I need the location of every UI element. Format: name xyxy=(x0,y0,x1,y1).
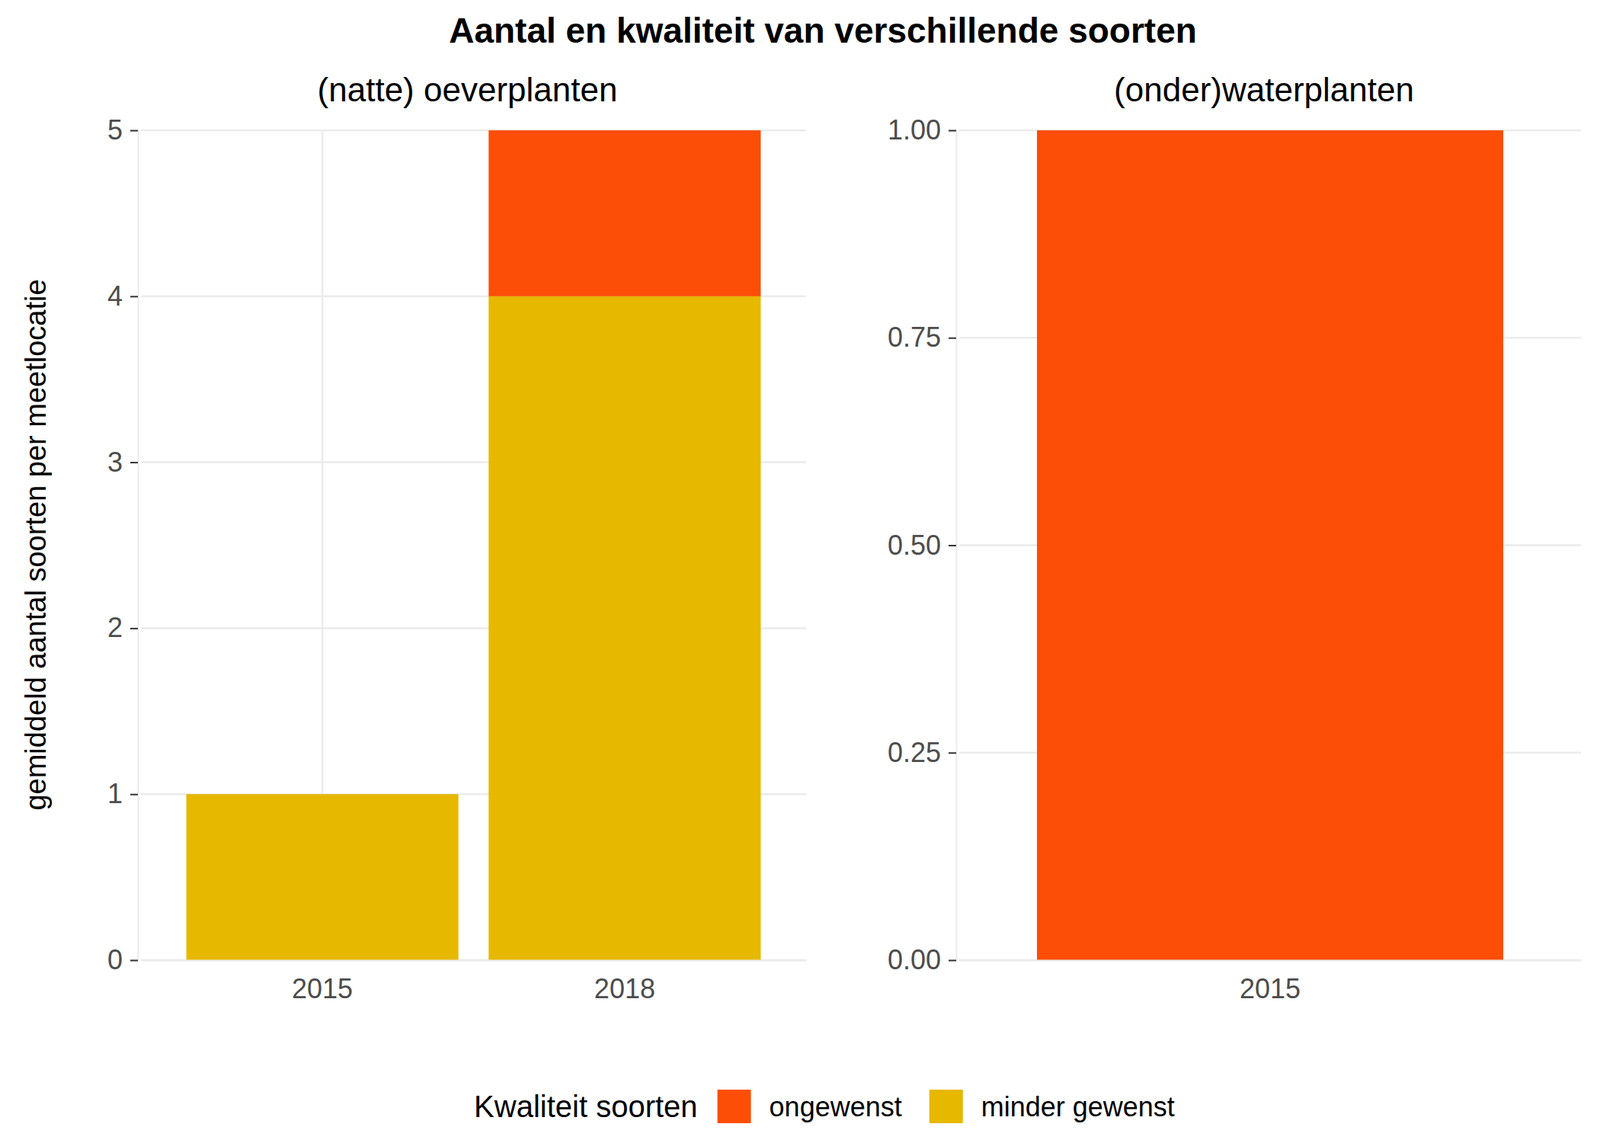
y-axis-line xyxy=(130,131,139,961)
legend: Kwaliteit soorten ongewenst minder gewenst xyxy=(473,1089,1175,1124)
bar xyxy=(186,793,459,960)
y-tick-mark xyxy=(130,627,138,630)
bars xyxy=(1036,130,1504,960)
y-tick-label: 0.00 xyxy=(887,944,941,976)
y-tick: 5 xyxy=(107,114,138,146)
subtitle: (onder)waterplanten xyxy=(1113,70,1415,109)
legend-key xyxy=(717,1089,752,1124)
y-tick-label: 1.00 xyxy=(887,114,941,146)
y-tick-mark xyxy=(948,960,957,962)
y-tick: 0.75 xyxy=(887,321,957,353)
panel: 0 1 2 3 4 5 2015 2018 (natte) oeverplanten xyxy=(107,70,807,1005)
x-axis-line xyxy=(960,960,1582,962)
legend-label: ongewenst xyxy=(769,1091,903,1123)
y-axis-line xyxy=(948,131,957,961)
grid xyxy=(140,130,807,960)
y-tick-label: 0.25 xyxy=(887,736,941,768)
y-axis: 0 1 2 3 4 5 xyxy=(107,114,139,976)
y-tick: 2 xyxy=(107,611,138,644)
y-tick: 0.25 xyxy=(887,736,957,768)
x-tick: 2015 xyxy=(1239,960,1301,1005)
y-axis: 0.00 0.25 0.50 0.75 1.00 xyxy=(887,114,957,976)
y-tick: 1.00 xyxy=(887,114,957,146)
subtitle: (natte) oeverplanten xyxy=(317,70,618,109)
y-tick: 0.00 xyxy=(887,944,957,976)
y-tick-label: 1 xyxy=(107,777,123,810)
panel: 0.00 0.25 0.50 0.75 1.00 2015 (onder)waterplan… xyxy=(887,70,1582,1005)
bar xyxy=(488,296,761,960)
x-axis: 2015 2018 xyxy=(141,960,807,1005)
legend-key xyxy=(929,1089,964,1124)
y-tick-mark xyxy=(130,793,138,796)
x-axis: 2015 xyxy=(960,960,1582,1005)
y-tick-label: 2 xyxy=(107,611,123,644)
x-tick-label: 2015 xyxy=(1239,972,1301,1005)
y-tick: 1 xyxy=(107,777,138,810)
y-tick: 0 xyxy=(107,944,138,976)
y-tick-label: 4 xyxy=(107,280,123,312)
x-axis-line xyxy=(141,960,807,962)
legend-title: Kwaliteit soorten xyxy=(473,1089,698,1124)
y-tick-mark xyxy=(130,960,138,962)
y-tick-mark xyxy=(130,295,138,298)
y-tick-label: 0.75 xyxy=(887,321,941,353)
bar xyxy=(1036,130,1504,960)
chart: Aantal en kwaliteit van verschillende so… xyxy=(0,0,1600,1143)
x-tick-label: 2015 xyxy=(291,972,353,1005)
x-tick: 2015 xyxy=(291,960,353,1005)
y-tick-label: 3 xyxy=(107,446,123,478)
x-tick: 2018 xyxy=(594,960,656,1005)
y-tick-mark xyxy=(130,461,138,464)
y-tick-mark xyxy=(948,544,957,547)
y-tick-mark xyxy=(948,130,957,132)
y-tick-mark xyxy=(948,752,957,754)
title: Aantal en kwaliteit van verschillende so… xyxy=(448,10,1197,51)
y-axis-title: gemiddeld aantal soorten per meetlocatie xyxy=(19,278,52,810)
bars xyxy=(186,130,762,960)
bar xyxy=(488,130,761,297)
y-tick-label: 5 xyxy=(107,114,123,146)
x-tick-label: 2018 xyxy=(594,972,656,1005)
grid xyxy=(959,130,1581,960)
y-tick-label: 0.50 xyxy=(887,529,941,561)
y-tick-mark xyxy=(130,130,138,132)
y-tick-mark xyxy=(948,337,957,340)
legend-label: minder gewenst xyxy=(981,1091,1175,1123)
y-tick: 0.50 xyxy=(887,529,957,561)
y-tick-label: 0 xyxy=(107,944,123,976)
y-tick: 4 xyxy=(107,280,138,312)
y-tick: 3 xyxy=(107,446,138,478)
